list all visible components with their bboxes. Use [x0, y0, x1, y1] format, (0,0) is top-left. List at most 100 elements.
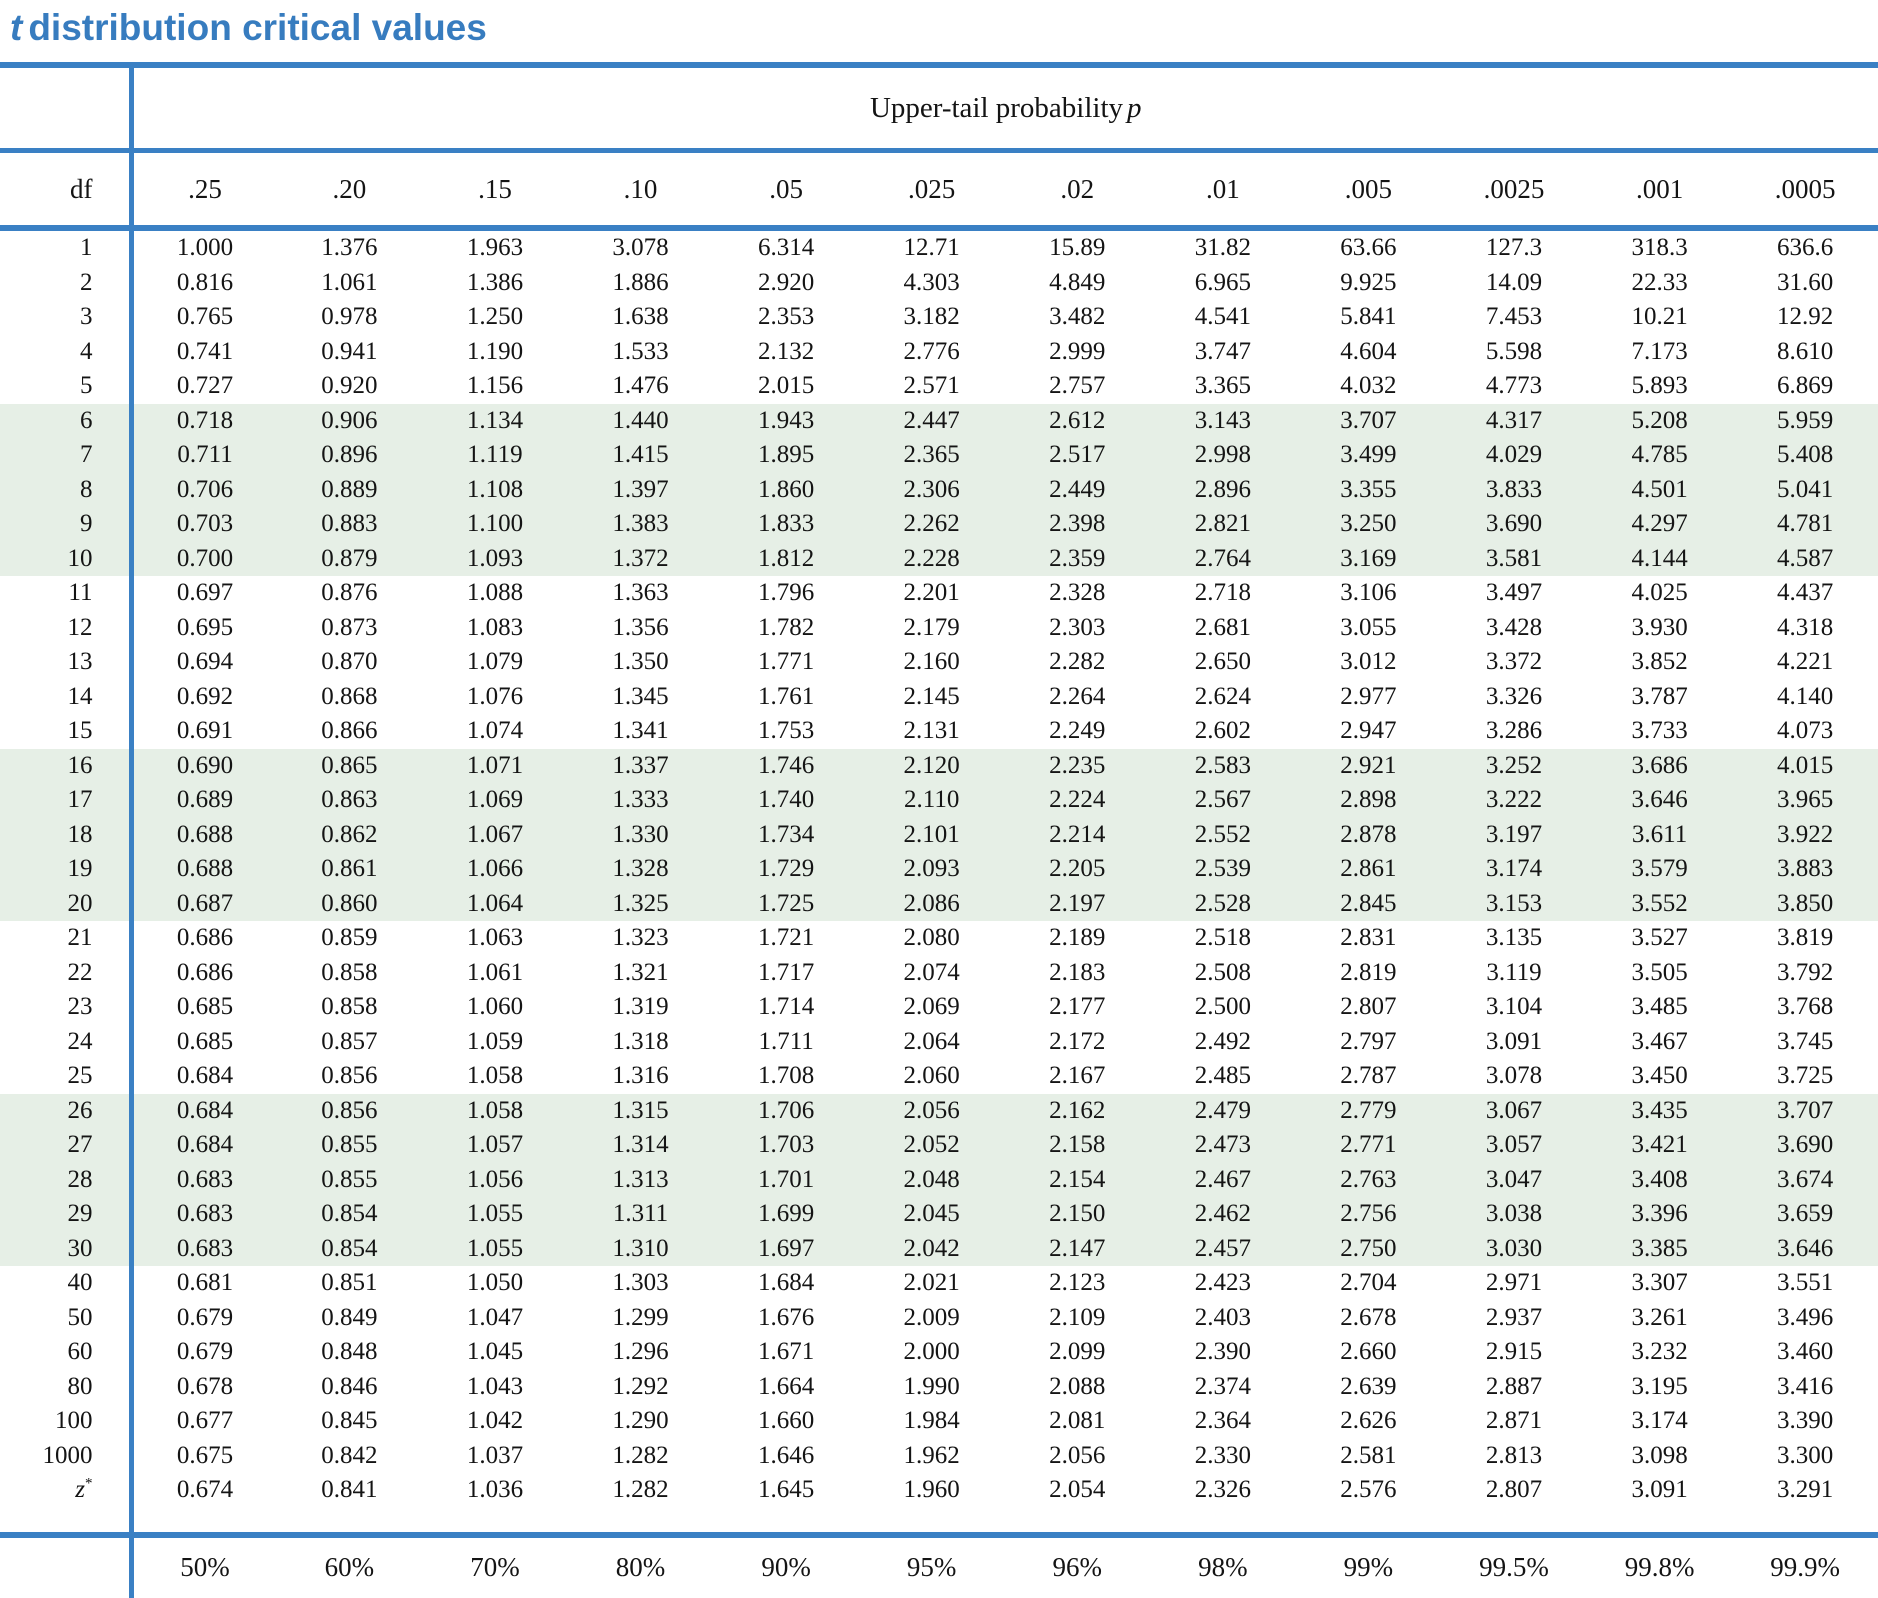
value-cell: 0.858: [321, 993, 378, 1021]
confidence-cell: 95%: [858, 1531, 1005, 1598]
value-cell: 3.365: [1194, 372, 1251, 400]
value-cell: 1.056: [422, 1162, 568, 1197]
value-cell: 1.372: [567, 541, 714, 576]
value-cell: 0.842: [321, 1441, 378, 1469]
value-cell: 0.690: [131, 748, 277, 783]
value-cell: 2.626: [1340, 1407, 1397, 1435]
confidence-cell: 98%: [1150, 1531, 1296, 1598]
value-cell: 0.694: [176, 648, 234, 676]
table-body: 1 1.000 1.376 1.963 3.078 6.314 12.71 15.89 31.8…: [0, 228, 1878, 1508]
corner-cell: [0, 65, 134, 153]
df-cell: 2: [0, 265, 134, 300]
value-cell: 2.080: [903, 924, 960, 952]
table-row: 29 0.683 0.854 1.055 1.311 1.699 2.045 2.150 2.4…: [0, 1197, 1878, 1232]
value-cell: 1.060: [466, 993, 524, 1021]
value-cell: 2.528: [1150, 886, 1296, 921]
df-cell: 24: [0, 1024, 134, 1059]
df-cell: 25: [0, 1059, 134, 1094]
p-column-header: .25: [131, 150, 277, 231]
value-cell: 2.718: [1194, 579, 1251, 607]
value-cell: 2.328: [1049, 579, 1106, 607]
value-cell: 4.029: [1441, 438, 1587, 473]
table-row: 28 0.683 0.855 1.056 1.313 1.701 2.048 2.154 2.4…: [0, 1162, 1878, 1197]
value-cell: 2.612: [1004, 403, 1151, 438]
value-cell: 1.440: [567, 403, 714, 438]
value-cell: 3.408: [1586, 1162, 1733, 1197]
value-cell: 22.33: [1631, 268, 1688, 296]
value-cell: 2.015: [757, 372, 815, 400]
df-cell: 60: [0, 1335, 134, 1370]
value-cell: 1.100: [422, 507, 568, 542]
value-cell: 1.296: [612, 1338, 669, 1366]
value-cell: 1.729: [713, 852, 859, 887]
value-cell: 1.645: [757, 1476, 815, 1504]
value-cell: 2.602: [1194, 717, 1251, 745]
value-cell: 1.646: [757, 1441, 815, 1469]
value-cell: 3.551: [1777, 1269, 1834, 1297]
value-cell: 1.314: [567, 1128, 714, 1163]
table-row: 13 0.694 0.870 1.079 1.350 1.771 2.160 2.282 2.6…: [0, 645, 1878, 680]
value-cell: 2.492: [1194, 1027, 1251, 1055]
value-cell: 2.189: [1049, 924, 1106, 952]
value-cell: 2.887: [1485, 1372, 1543, 1400]
value-cell: 2.214: [1004, 817, 1151, 852]
value-cell: 1.895: [713, 438, 859, 473]
confidence-cell: 70%: [422, 1531, 568, 1598]
df-cell: 10: [0, 541, 134, 576]
value-cell: 0.816: [176, 268, 234, 296]
value-cell: 2.054: [1049, 1476, 1106, 1504]
value-cell: 2.326: [1194, 1476, 1251, 1504]
value-cell: 2.201: [903, 579, 960, 607]
value-cell: 0.860: [276, 886, 423, 921]
df-cell: 18: [0, 817, 134, 852]
value-cell: 1.079: [466, 648, 524, 676]
value-cell: 0.868: [321, 682, 378, 710]
value-cell: 3.197: [1441, 817, 1587, 852]
value-cell: 2.678: [1340, 1303, 1397, 1331]
value-cell: 5.959: [1732, 403, 1878, 438]
value-cell: 3.579: [1586, 852, 1733, 887]
value-cell: 3.690: [1732, 1128, 1878, 1163]
df-cell: 27: [0, 1128, 134, 1163]
value-cell: 1.315: [567, 1093, 714, 1128]
value-cell: 2.390: [1194, 1338, 1251, 1366]
value-cell: 0.711: [131, 438, 277, 473]
value-cell: 1.761: [757, 682, 815, 710]
value-cell: 4.025: [1631, 579, 1688, 607]
value-cell: 4.437: [1777, 579, 1834, 607]
value-cell: 7.173: [1631, 337, 1688, 365]
value-cell: 1.960: [903, 1476, 960, 1504]
value-cell: 1.476: [612, 372, 669, 400]
value-cell: 2.449: [1004, 472, 1151, 507]
value-cell: 4.015: [1732, 748, 1878, 783]
value-cell: 3.747: [1194, 337, 1251, 365]
value-cell: 0.856: [276, 1093, 423, 1128]
value-cell: 3.057: [1441, 1128, 1587, 1163]
value-cell: 6.869: [1777, 372, 1834, 400]
value-cell: 1.325: [567, 886, 714, 921]
table-row: 26 0.684 0.856 1.058 1.315 1.706 2.056 2.162 2.4…: [0, 1093, 1878, 1128]
value-cell: 1.886: [612, 268, 669, 296]
df-cell: 15: [0, 714, 134, 749]
value-cell: 1.782: [757, 613, 815, 641]
table-row: 10 0.700 0.879 1.093 1.372 1.812 2.228 2.359 2.7…: [0, 541, 1878, 576]
value-cell: 1.061: [466, 958, 524, 986]
value-cell: 2.937: [1485, 1303, 1543, 1331]
value-cell: 2.110: [858, 783, 1005, 818]
value-cell: 2.120: [858, 748, 1005, 783]
value-cell: 3.300: [1777, 1441, 1834, 1469]
value-cell: 12.71: [903, 234, 960, 262]
value-cell: 0.727: [176, 372, 234, 400]
value-cell: 1.708: [757, 1062, 815, 1090]
table-row: 23 0.685 0.858 1.060 1.319 1.714 2.069 2.177 2.5…: [0, 990, 1878, 1025]
value-cell: 1.036: [466, 1476, 524, 1504]
spacer-cell: [131, 1508, 1878, 1535]
value-cell: 6.965: [1194, 268, 1251, 296]
value-cell: 3.195: [1631, 1372, 1688, 1400]
df-cell: z*: [0, 1473, 134, 1508]
value-cell: 3.850: [1732, 886, 1878, 921]
value-cell: 2.500: [1194, 993, 1251, 1021]
value-cell: 3.852: [1631, 648, 1688, 676]
df-cell: 80: [0, 1369, 134, 1404]
value-cell: 0.855: [276, 1162, 423, 1197]
